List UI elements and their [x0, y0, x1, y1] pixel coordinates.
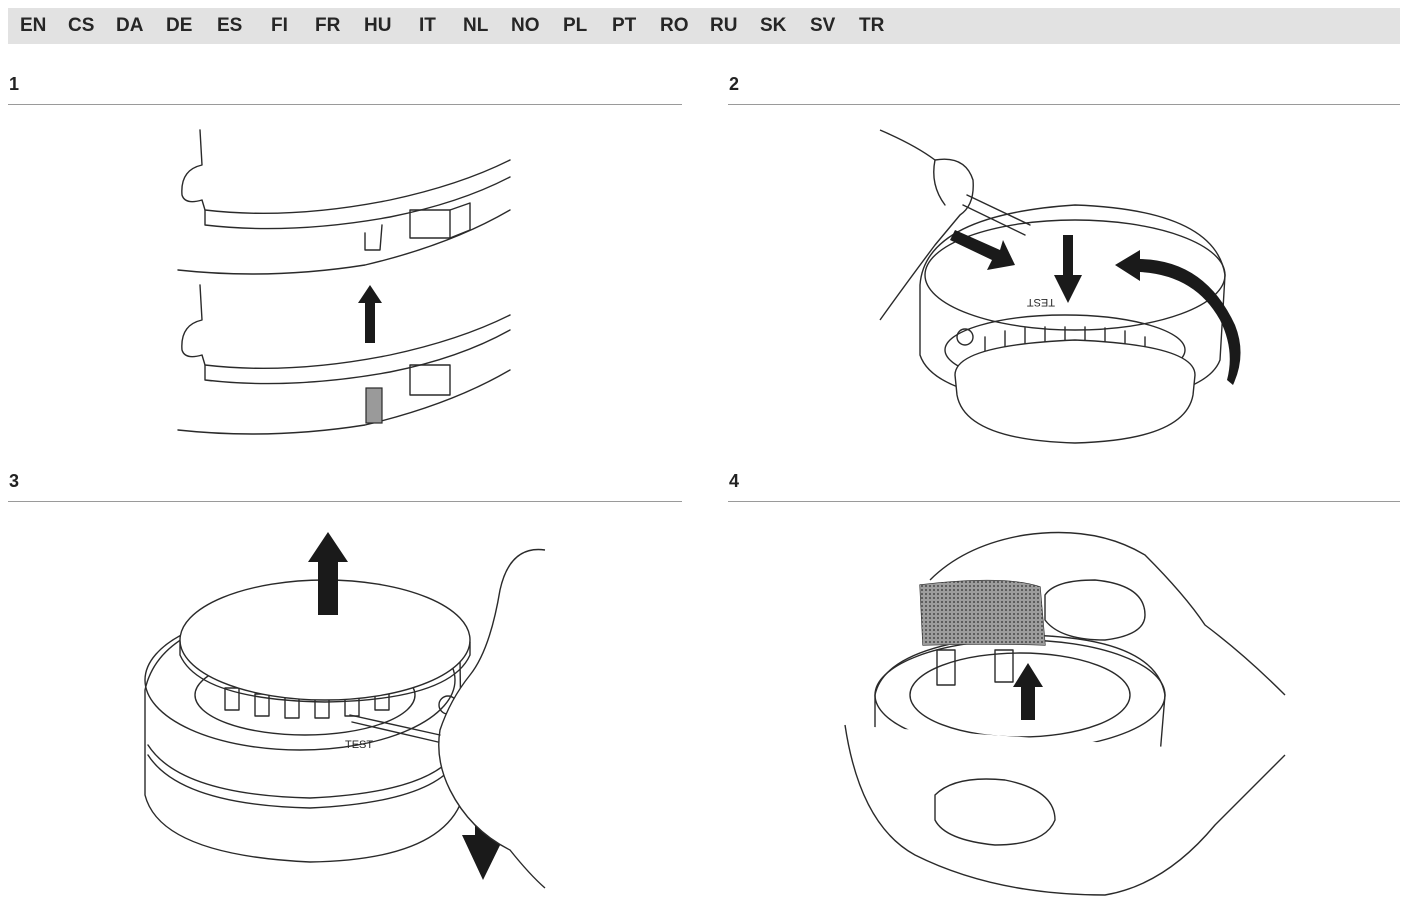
arrow-down-icon: [1054, 235, 1082, 303]
arrow-up-icon: [308, 532, 348, 615]
lang-pl[interactable]: PL: [563, 15, 588, 36]
illustration-rotate-detector: TEST: [879, 129, 1241, 444]
step-3-divider: [8, 501, 682, 502]
arrow-up-icon: [358, 285, 382, 343]
lang-hu[interactable]: HU: [364, 15, 392, 36]
lang-sk[interactable]: SK: [760, 15, 787, 36]
step-1-divider: [8, 104, 682, 105]
lang-it[interactable]: IT: [419, 15, 436, 36]
lang-de[interactable]: DE: [166, 15, 193, 36]
lang-ro[interactable]: RO: [660, 15, 689, 36]
step-2-divider: [728, 104, 1400, 105]
lang-sv[interactable]: SV: [810, 15, 836, 36]
test-label-3: TEST: [345, 739, 373, 751]
step-number-4: 4: [729, 471, 740, 491]
lang-pt[interactable]: PT: [612, 15, 637, 36]
language-bar: EN CS DA DE ES FI FR HU IT NL NO PL PT R…: [8, 8, 1400, 44]
step-number-2: 2: [729, 74, 740, 94]
lang-ru[interactable]: RU: [710, 15, 738, 36]
lang-fi[interactable]: FI: [271, 15, 288, 36]
lang-es[interactable]: ES: [217, 15, 243, 36]
step-number-3: 3: [9, 471, 20, 491]
arrow-diagonal-icon: [950, 230, 1015, 270]
step-number-1: 1: [9, 74, 20, 94]
illustration-remove-cap: TEST: [144, 532, 546, 889]
step-4-divider: [728, 501, 1400, 502]
lang-tr[interactable]: TR: [859, 15, 885, 36]
lang-no[interactable]: NO: [511, 15, 540, 36]
arrow-rotate-icon: [1115, 250, 1241, 385]
lang-da[interactable]: DA: [116, 15, 144, 36]
lang-en[interactable]: EN: [20, 15, 47, 36]
illustration-align-tab: [177, 129, 511, 435]
lang-fr[interactable]: FR: [315, 15, 341, 36]
lang-nl[interactable]: NL: [463, 15, 489, 36]
test-label-2: TEST: [1027, 296, 1055, 308]
arrow-up-icon: [1013, 663, 1043, 720]
lang-cs[interactable]: CS: [68, 15, 95, 36]
illustration-replace-chamber: [844, 531, 1286, 896]
